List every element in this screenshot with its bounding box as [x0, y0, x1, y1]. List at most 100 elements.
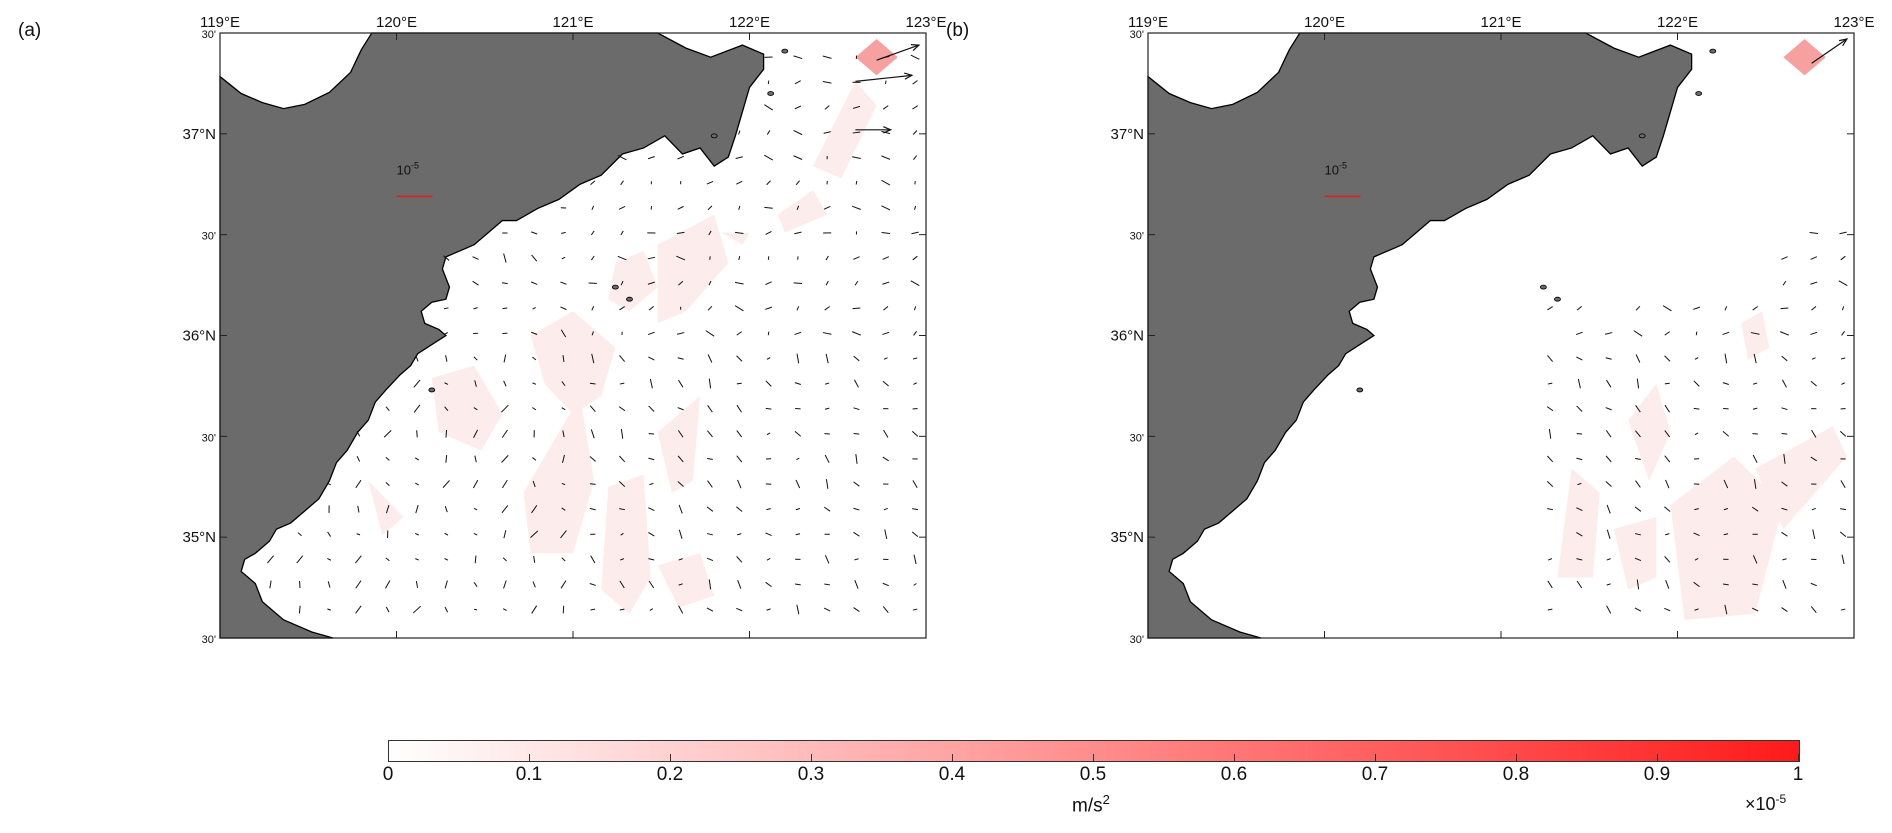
force-vector	[444, 580, 448, 589]
force-vector	[327, 581, 331, 588]
force-vector	[1779, 331, 1789, 336]
force-vector	[1635, 430, 1641, 438]
colorbar-tick-label: 0.7	[1361, 764, 1389, 785]
lat-label: 37°N	[1110, 126, 1144, 143]
force-vector	[883, 306, 889, 311]
force-vector	[473, 407, 478, 411]
force-vector	[1605, 407, 1612, 411]
force-vector	[590, 230, 595, 236]
force-vector	[591, 306, 595, 311]
force-vector	[765, 281, 772, 285]
island	[1638, 133, 1646, 139]
force-vector	[1693, 532, 1700, 537]
colorbar-tick-label: 0.6	[1220, 764, 1248, 785]
force-vector	[501, 429, 508, 438]
force-vector	[591, 331, 594, 336]
force-vector	[1752, 555, 1758, 564]
force-vector	[562, 354, 565, 362]
force-vector	[503, 253, 507, 263]
force-vector	[415, 532, 419, 536]
force-vector	[444, 505, 448, 513]
force-vectors	[1546, 38, 1849, 615]
arrow-head	[904, 72, 914, 80]
force-vector	[734, 231, 744, 235]
force-vector	[1576, 507, 1583, 511]
force-vector	[355, 605, 362, 614]
colorbar-tick-label: 0	[382, 764, 394, 785]
force-vector	[562, 430, 565, 438]
island	[710, 133, 718, 139]
force-vector	[649, 608, 654, 611]
force-vector	[882, 256, 890, 260]
force-vector	[766, 608, 771, 611]
force-vector	[415, 505, 419, 514]
force-vector	[1662, 305, 1672, 312]
lon-label: 121°E	[1480, 14, 1521, 31]
force-vector	[589, 507, 596, 511]
force-vector	[824, 454, 830, 464]
force-vector	[1606, 605, 1612, 614]
force-vector	[327, 531, 331, 537]
force-vector	[533, 555, 536, 563]
force-vector	[766, 357, 771, 360]
force-vector	[560, 530, 567, 539]
force-vector	[1811, 306, 1817, 311]
force-vector	[766, 130, 771, 135]
force-vector	[561, 381, 566, 387]
force-vector	[472, 280, 479, 286]
force-vector	[825, 479, 829, 489]
lat-label: 36°N	[1110, 328, 1144, 345]
force-vector	[1548, 428, 1552, 439]
force-vector	[589, 583, 596, 586]
force-vector	[473, 356, 478, 361]
force-vector	[1693, 306, 1701, 310]
weak-force-region	[813, 81, 877, 179]
force-vector	[736, 331, 743, 336]
force-vector	[794, 80, 801, 85]
force-vector	[562, 454, 565, 463]
force-vector	[881, 179, 891, 186]
force-vector	[385, 481, 390, 487]
island	[781, 48, 789, 54]
force-vector	[1722, 382, 1729, 386]
force-vector	[853, 355, 860, 362]
force-vector	[591, 205, 595, 211]
lon-label: 120°E	[1304, 14, 1345, 31]
force-vector	[853, 256, 860, 260]
lat-label: 30'	[202, 634, 216, 646]
force-vector	[385, 406, 390, 411]
force-vector	[823, 131, 831, 134]
force-vector	[736, 455, 743, 463]
map-panel-b: 10-5 119°E 120°E 121°E 122°E 123°E 30' 37°N 30' 3…	[1110, 14, 1874, 646]
force-vector	[910, 280, 920, 287]
force-vector	[385, 606, 390, 613]
force-vector	[882, 380, 889, 387]
force-vector	[708, 579, 712, 590]
force-vector	[1546, 480, 1554, 488]
weak-force-region	[1670, 456, 1784, 620]
force-vector	[1724, 306, 1728, 311]
force-vector	[737, 533, 742, 536]
colorbar-tick-label: 0.4	[938, 764, 966, 785]
colorbar-tick	[1093, 754, 1094, 761]
force-vector	[1664, 607, 1671, 612]
force-vector	[853, 407, 860, 411]
force-vector	[794, 583, 801, 586]
force-vector	[442, 480, 450, 488]
force-vector	[590, 255, 595, 261]
panel-b-label: (b)	[946, 20, 970, 41]
force-vector	[796, 604, 800, 615]
force-vector	[415, 558, 419, 561]
force-vector	[854, 580, 859, 589]
force-vector	[1546, 406, 1554, 412]
force-vector	[765, 380, 772, 387]
force-vector	[706, 533, 713, 536]
lat-label: 30'	[202, 432, 216, 444]
weak-force-region	[431, 365, 503, 451]
force-vector	[1811, 429, 1817, 438]
force-vector	[444, 532, 449, 536]
force-vector	[503, 380, 507, 387]
arrow-head	[910, 44, 921, 51]
force-vector	[1810, 606, 1817, 614]
force-vector	[532, 407, 537, 411]
